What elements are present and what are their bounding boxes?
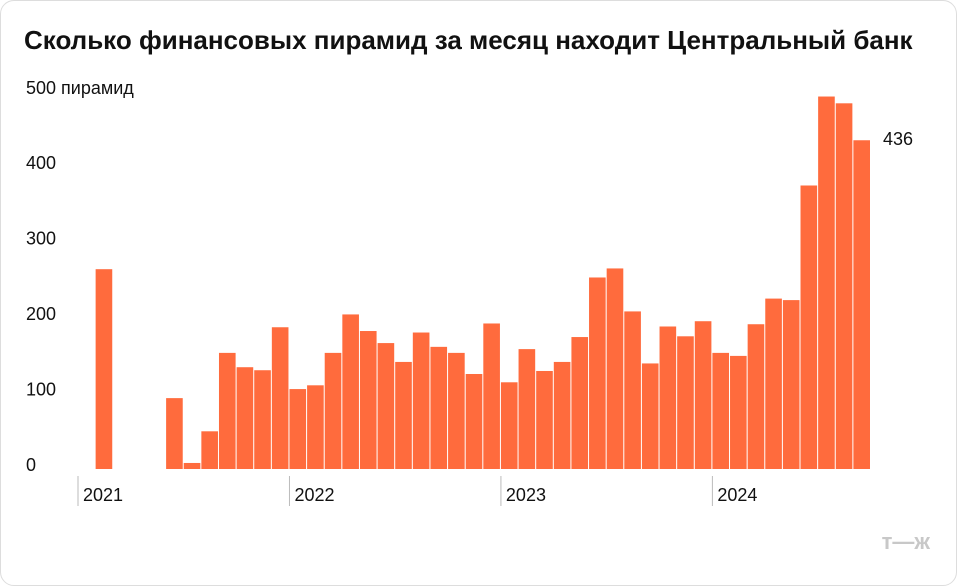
bar (395, 361, 412, 469)
chart-title: Сколько финансовых пирамид за месяц нахо… (24, 25, 914, 55)
bar (448, 352, 465, 469)
value-label: 436 (883, 129, 913, 149)
bar (800, 185, 818, 469)
bar (236, 367, 254, 469)
bar (183, 462, 201, 469)
bar (589, 277, 606, 469)
bar (712, 352, 730, 469)
bar (624, 311, 641, 469)
bar (412, 332, 430, 469)
bar (465, 373, 483, 469)
bar (307, 385, 324, 469)
bar (835, 103, 853, 469)
y-tick-label: 300 (26, 229, 56, 249)
bar (747, 324, 765, 469)
bar (359, 331, 377, 469)
bar (254, 370, 271, 469)
bar (536, 370, 553, 469)
x-tick-label: 2021 (83, 485, 123, 505)
bar (518, 349, 536, 469)
bar (218, 352, 236, 469)
y-tick-label: 500 пирамид (26, 78, 134, 98)
bar (571, 337, 589, 469)
bar (377, 343, 395, 469)
logo: т—ж (882, 529, 931, 554)
bar (641, 363, 659, 469)
bar (342, 314, 359, 469)
bar (782, 300, 800, 469)
y-tick-label: 400 (26, 153, 56, 173)
bar (730, 355, 747, 469)
bar (324, 352, 342, 469)
bar (677, 336, 694, 469)
bar (430, 346, 448, 469)
bar (818, 96, 835, 470)
bar (659, 326, 677, 469)
y-tick-label: 100 (26, 379, 56, 399)
bar (765, 298, 782, 469)
bar (853, 140, 870, 470)
bar (201, 431, 218, 469)
y-tick-label: 200 (26, 304, 56, 324)
bar (500, 382, 518, 469)
bar (483, 323, 500, 469)
bar (606, 268, 624, 469)
bar (95, 269, 113, 469)
bar (694, 321, 712, 469)
bar (166, 398, 183, 469)
x-tick-label: 2022 (294, 485, 334, 505)
x-tick-label: 2024 (717, 485, 757, 505)
y-tick-label: 0 (26, 455, 36, 475)
bar (271, 327, 289, 469)
bar (553, 361, 571, 469)
bar (289, 389, 307, 469)
x-tick-label: 2023 (506, 485, 546, 505)
